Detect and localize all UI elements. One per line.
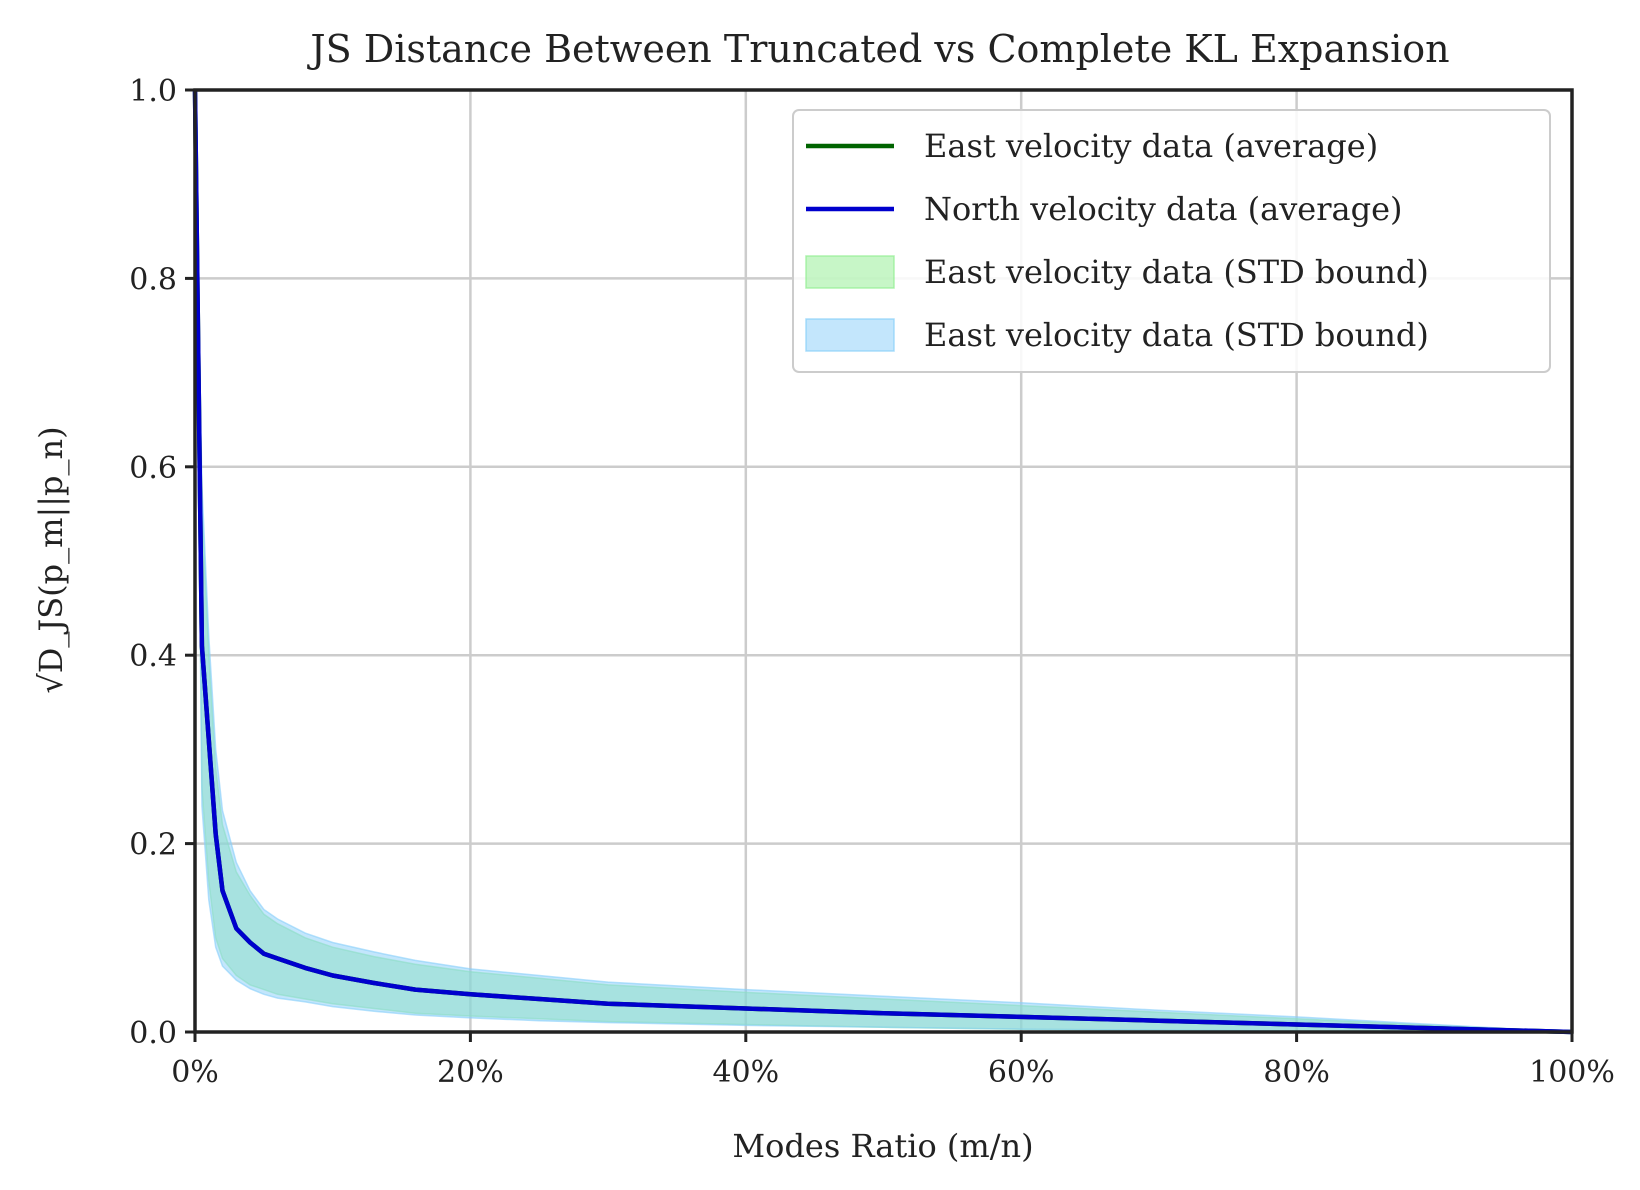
legend-label: North velocity data (average) bbox=[924, 190, 1403, 228]
y-tick-label: 0.8 bbox=[129, 262, 177, 297]
legend: East velocity data (average) North veloci… bbox=[792, 109, 1551, 373]
y-tick-label: 0.6 bbox=[129, 451, 177, 486]
legend-label: East velocity data (STD bound) bbox=[924, 316, 1429, 354]
x-axis-label: Modes Ratio (m/n) bbox=[732, 1127, 1033, 1165]
x-tick-label: 0% bbox=[171, 1055, 219, 1090]
x-tick-label: 20% bbox=[437, 1055, 504, 1090]
average-lines bbox=[192, 89, 1573, 1035]
legend-band-swatch bbox=[805, 318, 895, 352]
x-tick-label: 100% bbox=[1529, 1055, 1615, 1090]
x-tick-label: 80% bbox=[1263, 1055, 1330, 1090]
y-tick-label: 0.0 bbox=[129, 1016, 177, 1051]
north-average-line bbox=[192, 89, 1573, 1035]
y-tick-label: 0.4 bbox=[129, 639, 177, 674]
legend-box bbox=[792, 109, 1551, 373]
x-tick-label: 60% bbox=[988, 1055, 1055, 1090]
y-axis-label: √D_JS(p_m||p_n) bbox=[32, 426, 70, 693]
chart-title: JS Distance Between Truncated vs Complet… bbox=[306, 27, 1449, 71]
legend-band-swatch bbox=[805, 255, 895, 289]
y-tick-label: 0.2 bbox=[129, 828, 177, 863]
x-tick-label: 40% bbox=[712, 1055, 779, 1090]
axis-ticks: 0% 20% 40% 60% 80% 100% 0.0 0.2 0.4 0.6 0.8 1.0 bbox=[129, 74, 1615, 1090]
legend-label: East velocity data (STD bound) bbox=[924, 253, 1429, 291]
plot-frame bbox=[193, 88, 1574, 1034]
legend-label: East velocity data (average) bbox=[924, 127, 1378, 165]
y-tick-label: 1.0 bbox=[129, 74, 177, 109]
